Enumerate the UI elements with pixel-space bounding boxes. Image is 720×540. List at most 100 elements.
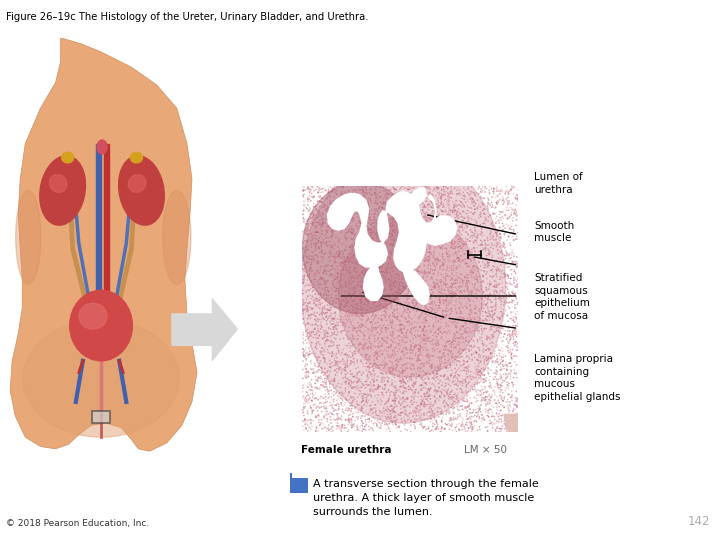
Point: [338, 357, 350, 366]
Point: [396, 347, 408, 356]
Point: [414, 322, 426, 331]
Point: [386, 296, 397, 305]
Point: [400, 261, 412, 270]
Point: [397, 271, 409, 279]
Point: [345, 376, 356, 385]
Point: [402, 265, 413, 274]
Point: [459, 287, 470, 296]
Point: [386, 264, 397, 273]
Point: [359, 201, 370, 210]
Point: [399, 201, 410, 210]
Point: [395, 333, 407, 341]
Point: [427, 278, 438, 287]
Point: [317, 219, 328, 227]
Point: [314, 248, 325, 257]
Point: [358, 419, 369, 428]
Point: [423, 392, 435, 401]
Point: [403, 284, 415, 293]
Point: [387, 327, 399, 336]
Point: [364, 256, 375, 265]
Point: [338, 389, 350, 397]
Point: [402, 266, 413, 274]
Point: [402, 189, 414, 198]
Point: [473, 406, 485, 415]
Point: [352, 251, 364, 260]
Point: [415, 343, 426, 352]
Point: [504, 422, 516, 431]
Point: [506, 258, 518, 267]
Point: [412, 401, 423, 410]
Point: [320, 207, 331, 215]
Point: [426, 289, 437, 298]
Point: [437, 272, 449, 280]
Point: [400, 213, 411, 221]
Point: [310, 423, 322, 431]
Point: [417, 274, 428, 283]
Point: [428, 251, 439, 260]
Point: [383, 413, 395, 421]
Point: [383, 293, 395, 301]
Point: [448, 413, 459, 422]
Point: [323, 377, 335, 386]
Point: [458, 360, 469, 369]
Point: [338, 258, 349, 266]
Point: [359, 377, 371, 386]
Point: [357, 328, 369, 337]
Point: [374, 214, 385, 223]
Polygon shape: [104, 144, 109, 291]
Point: [451, 360, 462, 368]
Point: [384, 255, 396, 264]
Point: [354, 367, 365, 376]
Point: [440, 238, 451, 247]
Point: [348, 297, 359, 306]
Point: [425, 303, 436, 312]
Point: [361, 202, 372, 211]
Point: [363, 315, 374, 324]
Point: [339, 366, 351, 375]
Point: [395, 355, 406, 363]
Point: [302, 258, 313, 267]
Point: [327, 276, 338, 285]
Point: [402, 246, 414, 255]
Point: [420, 225, 431, 234]
Point: [323, 299, 335, 308]
Point: [364, 343, 376, 352]
Point: [367, 366, 379, 375]
Point: [361, 190, 373, 198]
Point: [410, 369, 422, 378]
Point: [480, 382, 491, 391]
Point: [437, 260, 449, 269]
Point: [395, 321, 406, 329]
Point: [302, 320, 313, 328]
Point: [432, 325, 444, 334]
Point: [454, 217, 465, 225]
Point: [413, 371, 425, 380]
Point: [386, 212, 397, 220]
Point: [387, 264, 399, 272]
Point: [347, 242, 359, 251]
Point: [469, 421, 480, 430]
Point: [356, 355, 367, 364]
Point: [496, 355, 508, 363]
Point: [341, 404, 352, 413]
Point: [366, 251, 377, 260]
Point: [332, 328, 343, 337]
Point: [441, 399, 452, 407]
Point: [386, 276, 397, 285]
Point: [456, 276, 468, 285]
Point: [306, 327, 318, 336]
Point: [446, 226, 458, 235]
Point: [310, 352, 321, 361]
Point: [362, 314, 374, 322]
Point: [422, 213, 433, 222]
Point: [366, 289, 377, 298]
Point: [362, 289, 374, 298]
Point: [361, 272, 373, 281]
Point: [454, 222, 465, 231]
Point: [299, 215, 310, 224]
Point: [378, 291, 390, 299]
Point: [321, 206, 333, 215]
Point: [384, 198, 395, 207]
Point: [459, 366, 470, 375]
Point: [356, 200, 367, 209]
